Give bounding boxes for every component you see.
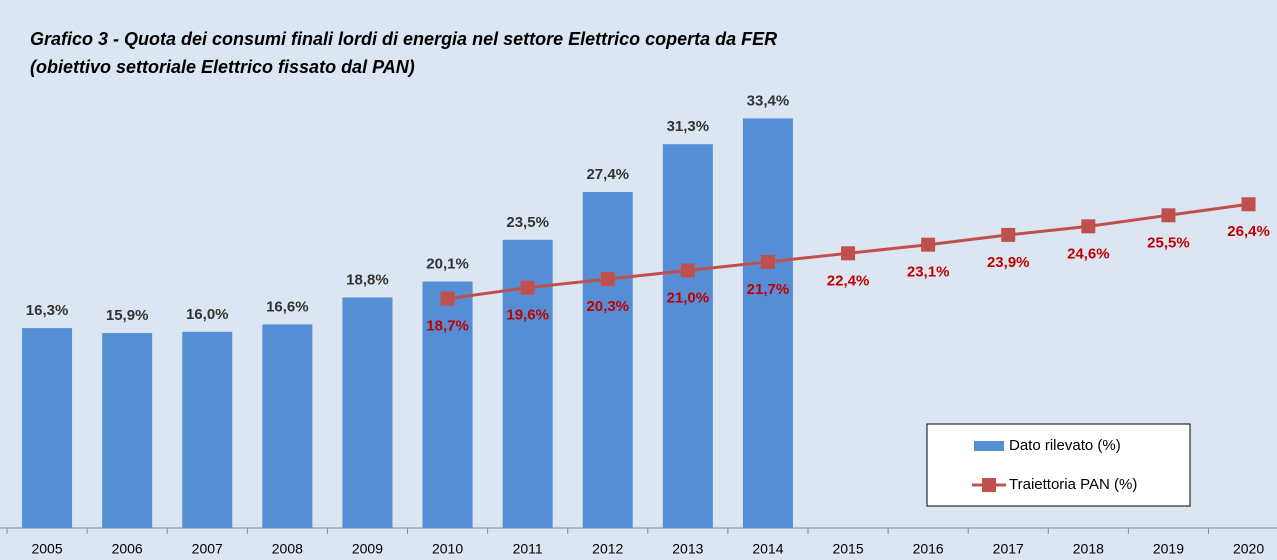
x-tick-label: 2012	[592, 541, 623, 557]
line-value-label: 22,4%	[827, 272, 870, 289]
x-tick-label: 2007	[192, 541, 223, 557]
line-value-label: 20,3%	[586, 298, 629, 315]
bar-value-label: 16,0%	[186, 306, 229, 323]
x-tick-label: 2016	[913, 541, 944, 557]
bar-value-label: 23,5%	[506, 214, 549, 231]
line-value-label: 24,6%	[1067, 245, 1110, 262]
bar-value-label: 18,8%	[346, 271, 389, 288]
line-marker	[1161, 208, 1176, 223]
legend-swatch-marker	[982, 478, 996, 492]
bar-value-label: 20,1%	[426, 255, 469, 272]
x-tick-label: 2020	[1233, 541, 1264, 557]
line-value-label: 19,6%	[506, 307, 549, 324]
x-tick-label: 2014	[752, 541, 783, 557]
x-tick-label: 2011	[513, 541, 543, 557]
line-value-label: 23,1%	[907, 264, 950, 281]
bar	[102, 333, 153, 528]
x-tick-label: 2019	[1153, 541, 1184, 557]
bar	[342, 297, 393, 528]
bar-value-label: 16,3%	[26, 302, 69, 319]
line-marker	[841, 246, 856, 261]
line-value-label: 21,7%	[747, 281, 790, 298]
legend-box	[926, 423, 1191, 507]
bar	[422, 281, 473, 528]
x-tick-label: 2017	[993, 541, 1024, 557]
x-tick-label: 2015	[832, 541, 863, 557]
line-value-label: 26,4%	[1227, 223, 1270, 240]
bar-value-label: 33,4%	[747, 92, 790, 109]
x-tick-label: 2013	[672, 541, 703, 557]
bar	[662, 144, 713, 529]
line-marker	[600, 272, 615, 287]
legend-label: Dato rilevato (%)	[1009, 437, 1121, 454]
x-tick-label: 2006	[112, 541, 143, 557]
legend-swatch	[974, 441, 1004, 451]
line-marker	[680, 263, 695, 278]
line-marker	[1001, 227, 1016, 242]
bar	[182, 331, 233, 528]
line-marker	[440, 291, 455, 306]
line-value-label: 23,9%	[987, 254, 1030, 271]
line-marker	[1241, 197, 1256, 212]
line-value-label: 18,7%	[426, 318, 469, 335]
line-value-label: 21,0%	[667, 289, 710, 306]
bar-value-label: 31,3%	[667, 118, 710, 135]
x-tick-label: 2005	[31, 541, 62, 557]
chart-subtitle: (obiettivo settoriale Elettrico fissato …	[30, 57, 415, 77]
legend-label: Traiettoria PAN (%)	[1009, 476, 1137, 493]
x-tick-label: 2018	[1073, 541, 1104, 557]
line-marker	[520, 280, 535, 295]
x-tick-label: 2008	[272, 541, 303, 557]
bar-value-label: 15,9%	[106, 307, 149, 324]
x-tick-label: 2010	[432, 541, 463, 557]
line-marker	[760, 254, 775, 269]
x-tick-label: 2009	[352, 541, 383, 557]
bar	[262, 324, 313, 528]
bar-value-label: 27,4%	[586, 166, 629, 183]
bar	[742, 118, 793, 529]
bar-value-label: 16,6%	[266, 298, 309, 315]
line-marker	[921, 237, 936, 252]
line-value-label: 25,5%	[1147, 234, 1190, 251]
bar	[582, 191, 633, 528]
chart-title: Grafico 3 - Quota dei consumi finali lor…	[30, 29, 777, 49]
bar	[22, 328, 73, 528]
line-marker	[1081, 219, 1096, 234]
